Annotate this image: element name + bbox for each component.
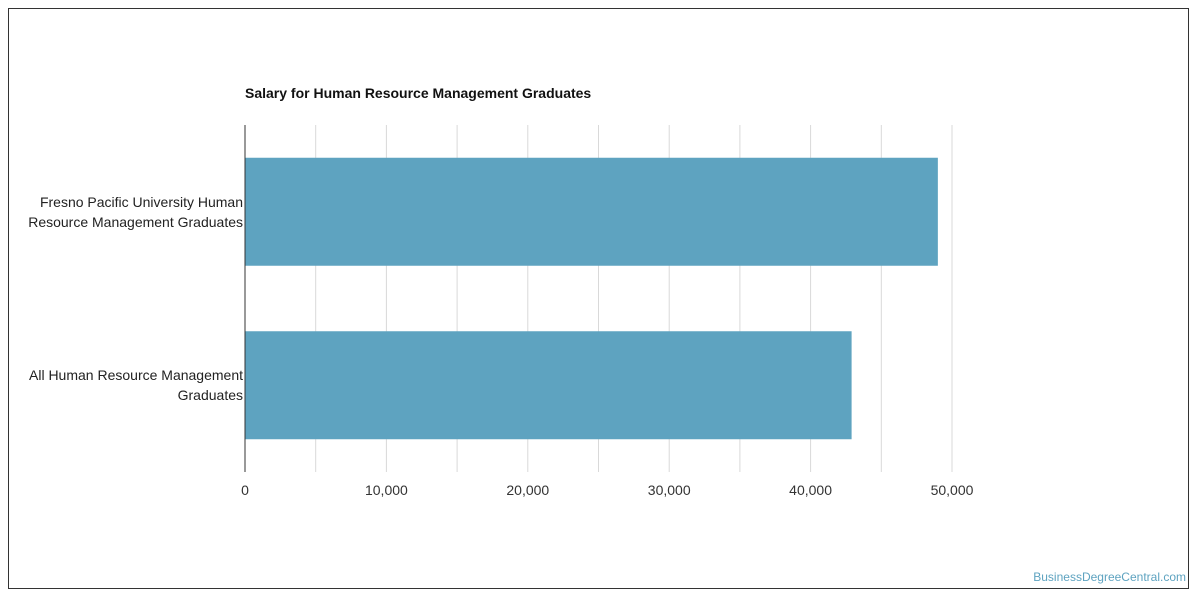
chart-title: Salary for Human Resource Management Gra… — [245, 85, 592, 101]
category-label: Fresno Pacific University Human Resource … — [28, 193, 243, 230]
category-label: All Human Resource Management Graduates — [29, 367, 243, 404]
bar-2 — [245, 331, 852, 440]
x-tick-label: 30,000 — [648, 482, 691, 498]
x-tick-label: 10,000 — [365, 482, 408, 498]
x-tick-label: 0 — [241, 482, 249, 498]
x-tick-label: 50,000 — [931, 482, 974, 498]
x-tick-label: 20,000 — [506, 482, 549, 498]
watermark: BusinessDegreeCentral.com — [1033, 570, 1186, 584]
bar-1 — [245, 157, 938, 266]
x-tick-label: 40,000 — [789, 482, 832, 498]
chart-frame — [8, 8, 1189, 589]
x-tick-labels: 0 10,000 20,000 30,000 40,000 50,000 — [241, 482, 974, 498]
bars — [245, 157, 938, 440]
